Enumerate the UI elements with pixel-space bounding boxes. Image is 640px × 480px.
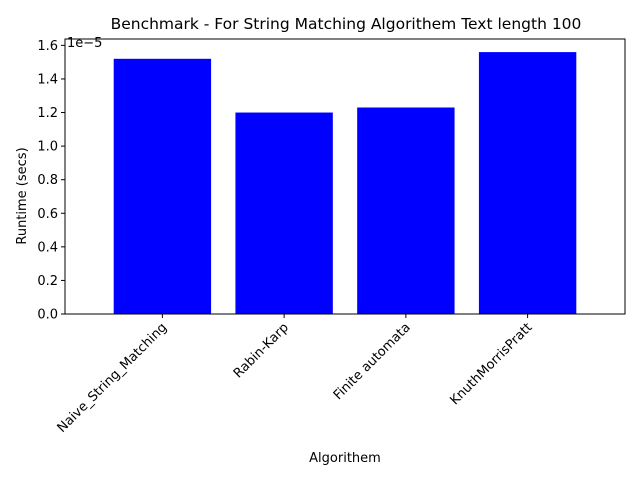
y-tick-label-0: 0.0 xyxy=(37,308,58,323)
y-tick-label-1: 0.2 xyxy=(37,274,58,289)
chart-title: Benchmark - For String Matching Algorith… xyxy=(111,15,582,33)
plot-frame xyxy=(64,38,626,315)
y-tick-label-2: 0.4 xyxy=(37,240,58,255)
bars-group xyxy=(113,52,577,315)
bar-3 xyxy=(478,52,577,314)
y-tick-label-7: 1.4 xyxy=(37,72,58,87)
y-axis-scale-label: 1e−5 xyxy=(67,36,102,51)
bar-1 xyxy=(235,112,333,315)
y-tick-label-8: 1.6 xyxy=(37,39,58,54)
y-tick-label-5: 1.0 xyxy=(37,140,58,155)
bar-2 xyxy=(357,107,455,314)
y-tick-label-3: 0.6 xyxy=(37,207,58,222)
y-axis-ticks: 0.0 0.2 0.4 0.6 0.8 1.0 1.2 1.4 1.6 xyxy=(37,39,65,323)
y-axis-label: Runtime (secs) xyxy=(15,147,30,244)
x-axis-label: Algorithem xyxy=(309,451,381,466)
y-tick-label-6: 1.2 xyxy=(37,106,58,121)
bar-0 xyxy=(113,58,212,314)
y-tick-label-4: 0.8 xyxy=(37,173,58,188)
